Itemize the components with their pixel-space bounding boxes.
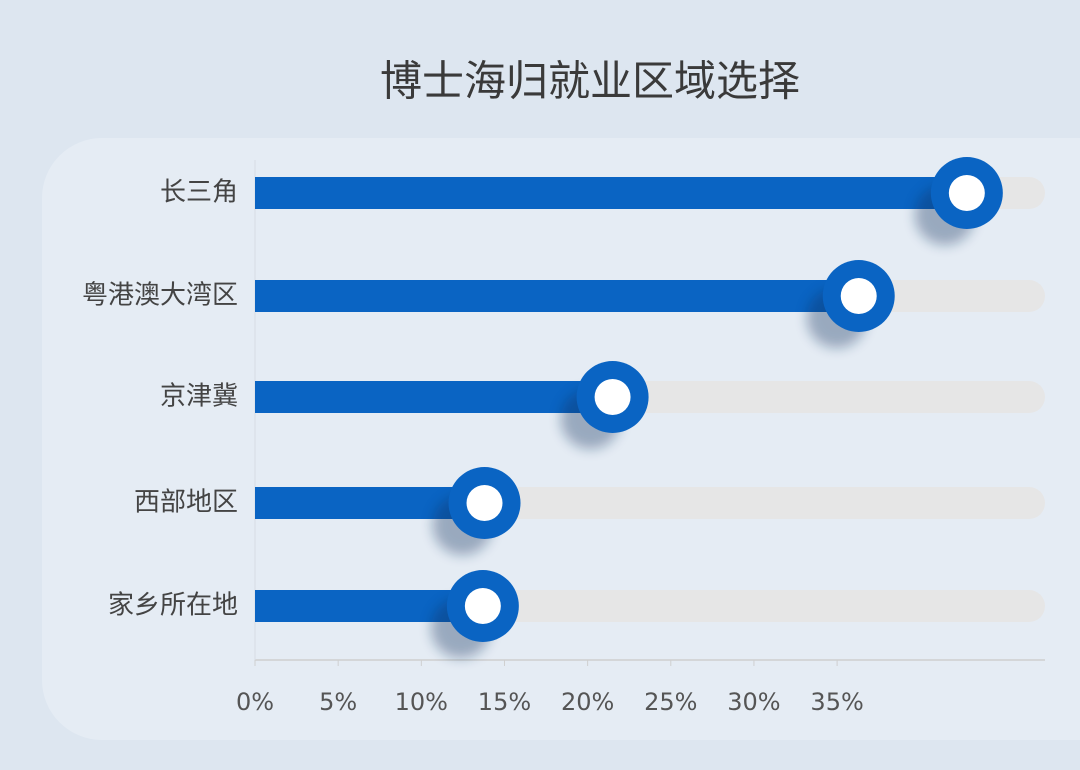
x-tick-label: 20%	[561, 688, 614, 716]
bar	[255, 280, 859, 312]
y-tick-label: 家乡所在地	[108, 591, 238, 621]
bar	[255, 381, 613, 413]
y-tick-label: 京津冀	[160, 382, 238, 412]
knob-center	[948, 175, 985, 211]
y-tick-label: 粤港澳大湾区	[82, 281, 238, 311]
x-tick-label: 5%	[319, 688, 357, 716]
knob-center	[466, 485, 503, 521]
knob-center	[464, 588, 501, 624]
chart-title: 博士海归就业区域选择	[380, 57, 800, 106]
x-tick-label: 10%	[395, 688, 448, 716]
knob-center	[840, 278, 877, 314]
knob-center	[594, 379, 631, 415]
x-tick-label: 25%	[644, 688, 697, 716]
bar	[255, 177, 967, 209]
y-tick-label: 西部地区	[134, 488, 238, 518]
y-tick-label: 长三角	[160, 178, 238, 208]
x-tick-label: 30%	[727, 688, 780, 716]
x-tick-label: 15%	[478, 688, 531, 716]
x-tick-label: 0%	[236, 688, 274, 716]
x-tick-label: 35%	[810, 688, 863, 716]
